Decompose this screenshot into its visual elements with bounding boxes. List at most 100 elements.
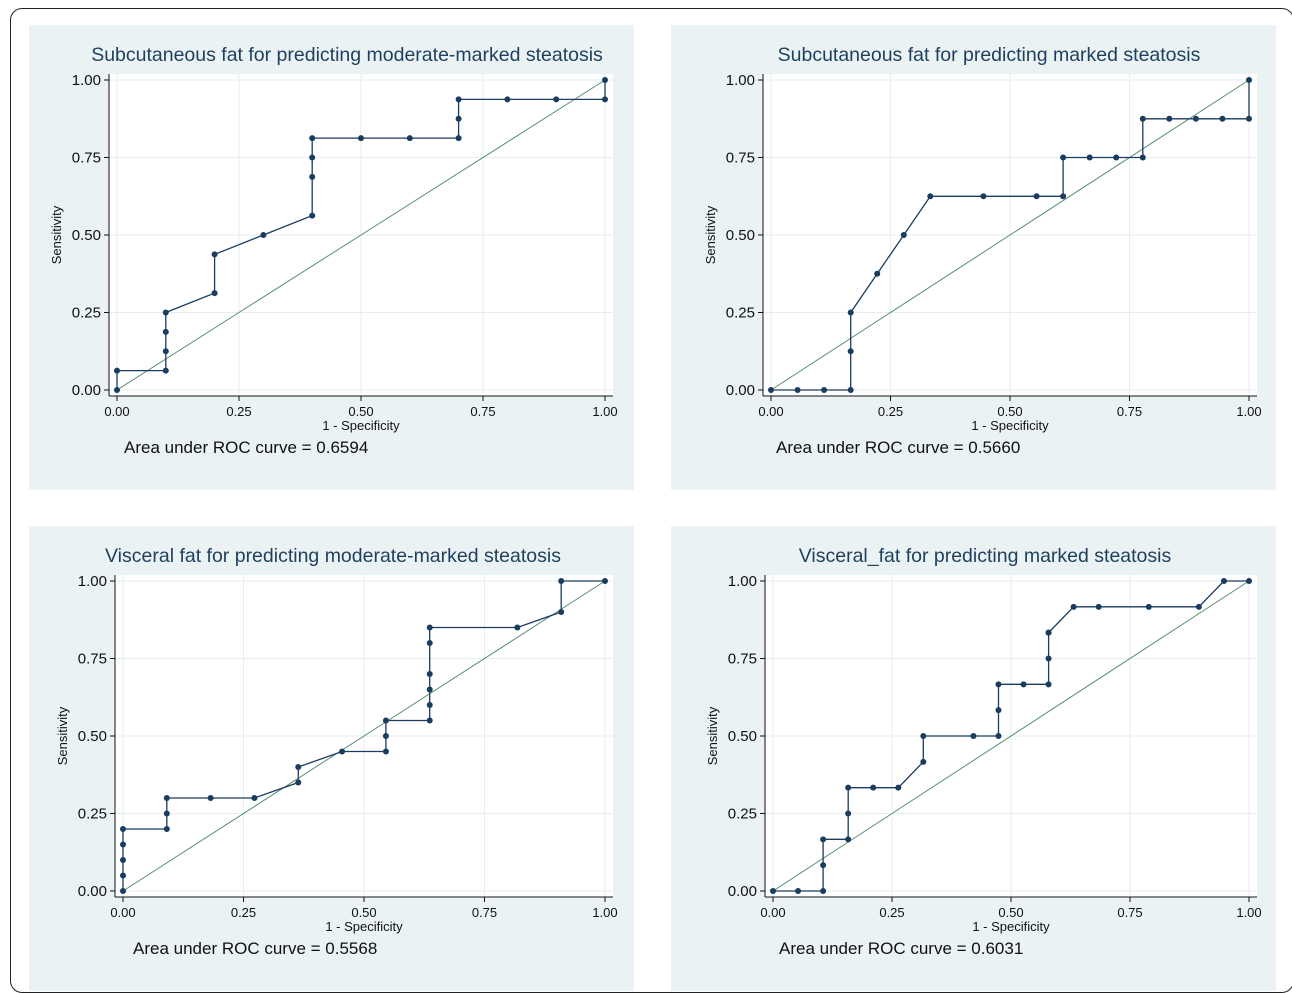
roc-point	[426, 702, 433, 708]
roc-point	[406, 135, 413, 142]
roc-point	[970, 733, 977, 739]
roc-point	[382, 717, 389, 724]
reference-diagonal	[116, 79, 606, 391]
roc-panel-visceral-marked: 0.00 0.25 0.50 0.75 1.00 0.00 0.25 0.50 0.75 1.00…	[671, 526, 1276, 991]
x-tick-label: 0.00	[104, 404, 129, 419]
x-tick-label: 0.25	[226, 404, 251, 419]
roc-point	[794, 387, 801, 393]
auc-note: Area under ROC curve = 0.6031	[779, 939, 1023, 958]
chart-title: Visceral fat for predicting moderate-mar…	[105, 545, 561, 567]
roc-point	[1060, 193, 1067, 200]
y-axis-label: Sensitivity	[49, 205, 64, 264]
roc-point	[602, 96, 608, 103]
roc-point	[309, 135, 316, 142]
roc-point	[260, 232, 267, 238]
roc-point	[900, 232, 907, 238]
x-tick-label: 0.75	[1117, 905, 1142, 920]
y-tick-label: 0.00	[728, 883, 757, 900]
reference-diagonal	[772, 580, 1250, 892]
auc-note: Area under ROC curve = 0.5568	[133, 939, 377, 958]
roc-point	[602, 77, 608, 83]
roc-point	[1139, 154, 1146, 161]
y-tick-label: 0.75	[726, 150, 755, 167]
roc-point	[382, 733, 389, 739]
auc-note: Area under ROC curve = 0.6594	[124, 438, 368, 457]
roc-point	[847, 348, 854, 355]
y-tick-label: 0.50	[726, 227, 755, 244]
roc-point	[1045, 655, 1052, 662]
y-tick-label: 0.00	[78, 883, 107, 900]
roc-point	[120, 857, 126, 863]
y-tick-label: 0.25	[78, 806, 107, 823]
roc-point	[114, 367, 120, 374]
roc-chart-visceral-marked: 0.00 0.25 0.50 0.75 1.00 0.00 0.25 0.50 0.75 1.00…	[705, 545, 1262, 958]
roc-point	[514, 624, 521, 631]
roc-point	[847, 387, 854, 393]
roc-point	[162, 367, 169, 374]
roc-point	[163, 810, 170, 817]
x-tick-label: 0.50	[998, 905, 1023, 920]
roc-point	[295, 779, 302, 786]
roc-panel-visceral-moderate-marked: 0.00 0.25 0.50 0.75 1.00 0.00 0.25 0.50 0.75 1.00…	[29, 526, 634, 991]
roc-chart-subcutaneous-marked: 0.00 0.25 0.50 0.75 1.00 0.00 0.25 0.50 0.75 1.00…	[703, 44, 1262, 457]
roc-point	[1246, 115, 1252, 122]
roc-point	[845, 836, 852, 843]
roc-point	[455, 135, 462, 142]
y-tick-label: 0.75	[728, 651, 757, 668]
x-tick-label: 0.50	[997, 404, 1022, 419]
roc-point	[821, 387, 828, 393]
y-axis-label: Sensitivity	[705, 706, 720, 765]
chart-title: Subcutaneous fat for predicting moderate…	[91, 44, 603, 66]
roc-point	[553, 96, 560, 103]
roc-point	[820, 836, 827, 843]
roc-chart-subcutaneous-moderate-marked: 0.00 0.25 0.50 0.75 1.00 0.00 0.25 0.50 0.75 1.00…	[49, 44, 618, 457]
roc-point	[455, 96, 462, 103]
y-tick-label: 0.00	[72, 382, 101, 399]
roc-point	[207, 795, 214, 801]
x-tick-label: 0.00	[110, 905, 135, 920]
x-tick-label: 0.25	[879, 905, 904, 920]
auc-note: Area under ROC curve = 0.5660	[776, 438, 1020, 457]
roc-point	[920, 733, 927, 739]
roc-point	[820, 888, 827, 894]
roc-point	[211, 290, 218, 297]
roc-point	[795, 888, 802, 894]
roc-point	[820, 862, 827, 869]
roc-point	[602, 578, 608, 584]
chart-title: Subcutaneous fat for predicting marked s…	[778, 44, 1201, 66]
roc-point	[1045, 629, 1052, 636]
reference-diagonal	[122, 580, 606, 892]
roc-point	[1192, 115, 1199, 122]
roc-point	[1070, 603, 1077, 610]
roc-point	[927, 193, 934, 200]
roc-point	[870, 784, 877, 791]
roc-point	[1045, 681, 1052, 688]
roc-point	[426, 671, 433, 677]
roc-point	[995, 707, 1002, 714]
y-tick-label: 0.25	[728, 806, 757, 823]
y-tick-label: 0.50	[78, 728, 107, 745]
roc-point	[120, 826, 126, 832]
roc-point	[1220, 578, 1227, 584]
roc-point	[558, 578, 565, 584]
roc-curve-line	[771, 80, 1250, 391]
roc-point	[847, 309, 854, 316]
y-tick-label: 1.00	[72, 72, 101, 89]
roc-point	[211, 251, 218, 258]
x-axis-label: 1 - Specificity	[322, 418, 400, 433]
roc-point	[309, 154, 316, 161]
roc-point	[1219, 115, 1226, 122]
roc-point	[558, 609, 565, 615]
roc-point	[1020, 681, 1027, 688]
y-tick-label: 0.25	[72, 305, 101, 322]
roc-point	[455, 115, 462, 122]
y-tick-label: 0.50	[72, 227, 101, 244]
x-tick-label: 1.00	[592, 905, 617, 920]
y-tick-label: 0.25	[726, 305, 755, 322]
x-tick-label: 0.00	[758, 404, 783, 419]
roc-point	[768, 387, 774, 393]
y-axis-label: Sensitivity	[703, 205, 718, 264]
roc-point	[120, 841, 126, 848]
roc-point	[426, 624, 433, 631]
x-tick-label: 1.00	[1236, 404, 1261, 419]
